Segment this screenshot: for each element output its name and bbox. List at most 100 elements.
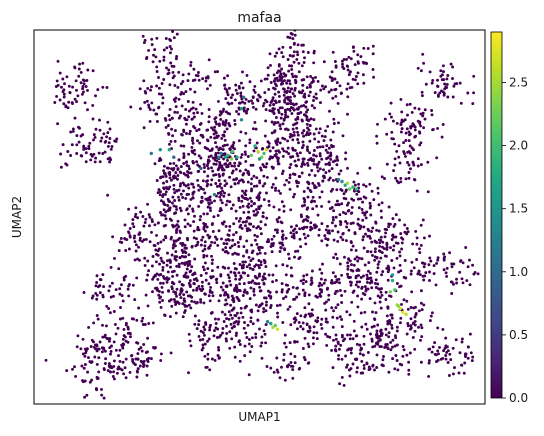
scatter-point xyxy=(356,305,360,309)
scatter-point xyxy=(427,374,431,378)
scatter-point xyxy=(251,96,255,99)
scatter-point xyxy=(286,146,290,150)
scatter-point xyxy=(261,163,265,167)
scatter-point xyxy=(223,293,226,297)
scatter-point xyxy=(262,198,266,202)
scatter-point xyxy=(237,112,241,116)
scatter-point xyxy=(312,61,316,65)
scatter-point xyxy=(178,293,182,296)
scatter-point xyxy=(74,79,78,83)
scatter-point xyxy=(341,210,345,214)
scatter-point xyxy=(245,109,248,113)
scatter-point xyxy=(243,305,247,309)
scatter-point xyxy=(123,366,127,370)
scatter-point xyxy=(307,118,311,122)
scatter-point xyxy=(331,325,335,329)
scatter-point xyxy=(282,358,286,362)
scatter-point xyxy=(181,302,185,306)
scatter-point xyxy=(301,50,305,54)
scatter-point xyxy=(156,191,160,195)
scatter-point xyxy=(296,115,300,119)
scatter-point xyxy=(119,237,123,240)
scatter-point xyxy=(188,129,192,133)
scatter-point xyxy=(233,182,237,186)
scatter-point xyxy=(111,375,115,378)
scatter-point xyxy=(254,332,258,336)
scatter-point xyxy=(423,117,427,121)
scatter-point xyxy=(379,235,383,239)
scatter-point xyxy=(317,228,321,232)
scatter-point xyxy=(137,306,141,310)
scatter-point xyxy=(332,256,336,260)
scatter-point xyxy=(211,230,215,233)
scatter-point xyxy=(288,166,292,170)
scatter-point xyxy=(267,203,271,207)
scatter-point xyxy=(61,77,65,81)
scatter-point xyxy=(90,378,94,382)
scatter-point xyxy=(298,237,302,241)
scatter-point xyxy=(189,64,193,67)
scatter-point xyxy=(175,294,178,298)
scatter-point xyxy=(244,331,248,335)
scatter-point xyxy=(301,288,305,292)
scatter-point xyxy=(81,352,85,356)
scatter-point xyxy=(111,235,115,239)
scatter-point xyxy=(253,84,257,88)
scatter-point xyxy=(200,280,204,284)
scatter-point xyxy=(313,106,316,110)
scatter-point xyxy=(217,356,221,360)
scatter-point xyxy=(415,236,419,240)
scatter-point xyxy=(253,281,257,285)
scatter-point xyxy=(387,335,391,339)
scatter-point xyxy=(88,360,92,364)
scatter-point xyxy=(153,286,157,290)
scatter-point xyxy=(350,346,354,350)
scatter-point xyxy=(392,244,396,248)
scatter-point xyxy=(276,149,280,153)
scatter-point xyxy=(441,123,445,126)
scatter-point xyxy=(256,210,260,214)
scatter-point xyxy=(315,337,319,341)
scatter-point xyxy=(302,225,306,229)
scatter-point xyxy=(398,321,402,325)
scatter-point xyxy=(98,160,102,164)
scatter-point xyxy=(377,203,381,207)
scatter-point xyxy=(180,261,184,265)
scatter-point xyxy=(190,265,194,269)
scatter-point xyxy=(145,364,149,368)
scatter-point xyxy=(302,232,306,236)
scatter-point xyxy=(163,214,167,218)
scatter-point xyxy=(401,237,405,241)
scatter-point xyxy=(122,372,126,376)
scatter-point xyxy=(206,87,209,91)
scatter-point xyxy=(151,321,155,325)
scatter-point xyxy=(161,96,165,100)
scatter-point xyxy=(404,139,408,142)
scatter-point xyxy=(408,351,412,355)
scatter-point xyxy=(407,360,411,364)
scatter-point xyxy=(264,108,268,112)
scatter-point xyxy=(234,267,238,271)
scatter-point xyxy=(396,241,400,245)
scatter-point xyxy=(314,127,318,131)
scatter-point xyxy=(268,52,272,56)
scatter-point xyxy=(208,198,212,202)
scatter-point xyxy=(319,294,323,298)
highlight-point xyxy=(226,153,230,157)
scatter-point xyxy=(235,177,239,181)
scatter-point xyxy=(197,78,201,82)
scatter-point xyxy=(368,206,372,210)
scatter-point xyxy=(204,321,208,325)
scatter-point xyxy=(275,356,279,360)
scatter-point xyxy=(334,94,338,98)
scatter-point xyxy=(257,305,261,309)
scatter-point xyxy=(283,341,287,345)
scatter-point xyxy=(237,139,241,143)
scatter-point xyxy=(289,99,292,103)
scatter-point xyxy=(330,76,334,80)
scatter-point xyxy=(409,324,413,328)
scatter-point xyxy=(293,320,297,324)
scatter-point xyxy=(344,197,348,201)
scatter-point xyxy=(245,111,248,115)
scatter-point xyxy=(280,235,284,239)
